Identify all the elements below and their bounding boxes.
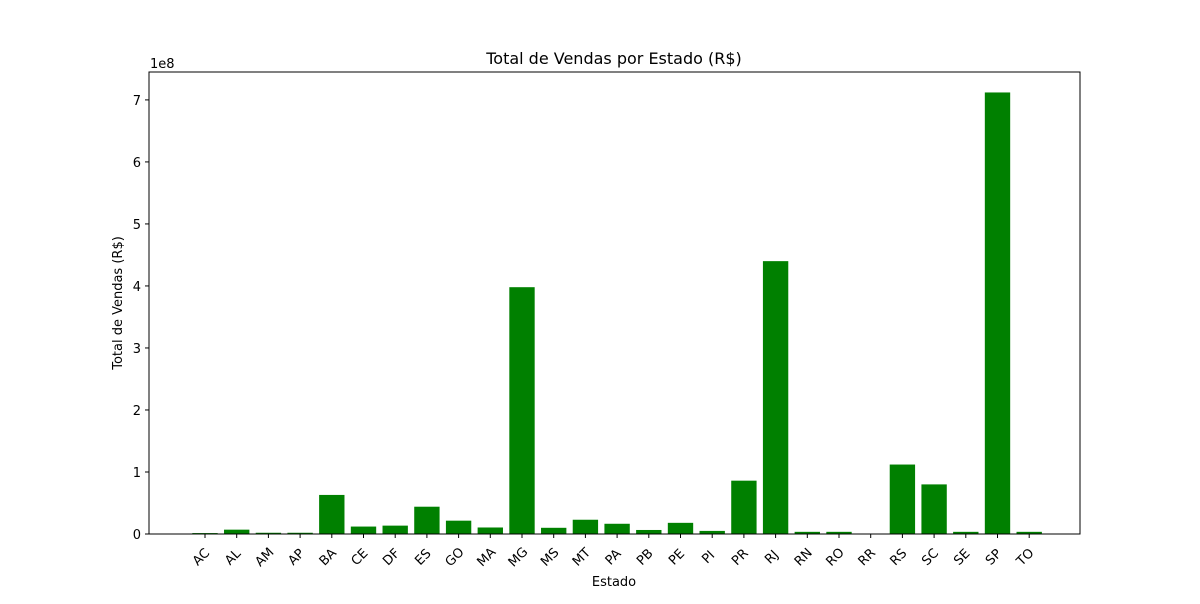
y-tick-label: 3 [133, 342, 141, 357]
bar-pb [636, 530, 661, 534]
x-tick-label: RN [792, 546, 816, 570]
y-tick-label: 5 [133, 218, 141, 233]
bar-al [224, 530, 249, 534]
y-axis-label: Total de Vendas (R$) [111, 236, 126, 371]
x-tick-label: AC [190, 546, 213, 569]
bar-pe [668, 523, 693, 534]
y-tick-label: 4 [133, 280, 141, 295]
bar-rj [763, 261, 788, 534]
x-tick-label: SP [983, 546, 1005, 568]
chart-title: Total de Vendas por Estado (R$) [485, 49, 742, 68]
plot-frame [149, 72, 1080, 534]
x-tick-label: PE [666, 547, 688, 569]
x-tick-label: MS [538, 545, 562, 569]
bar-rs [890, 465, 915, 534]
x-tick-label: PR [729, 546, 752, 569]
x-tick-label: CE [349, 546, 372, 569]
bar-mg [509, 287, 534, 534]
bar-ms [541, 528, 566, 534]
bar-ce [351, 527, 376, 534]
x-tick-label: PA [603, 547, 625, 569]
x-axis-label: Estado [592, 575, 636, 590]
x-tick-label: AP [285, 546, 308, 569]
x-tick-label: ES [412, 546, 434, 568]
y-axis-offset-label: 1e8 [150, 57, 175, 72]
bar-go [446, 521, 471, 534]
bar-pa [604, 524, 629, 534]
x-tick-label: AM [253, 545, 278, 570]
bar-ba [319, 495, 344, 534]
bar-sc [921, 484, 946, 534]
x-tick-label: SE [951, 546, 973, 568]
x-tick-label: RS [888, 546, 911, 569]
x-tick-label: MA [474, 545, 499, 570]
bar-pr [731, 481, 756, 534]
x-tick-label: AL [222, 546, 245, 569]
bar-ma [478, 527, 503, 534]
bars-layer [192, 92, 1042, 534]
x-tick-label: RO [823, 545, 847, 569]
x-tick-label: SC [919, 546, 942, 569]
x-tick-label: TO [1013, 546, 1037, 570]
y-tick-label: 6 [133, 156, 141, 171]
bar-sp [985, 92, 1010, 534]
x-tick-label: GO [443, 545, 468, 570]
bar-mt [573, 520, 598, 534]
bar-es [414, 507, 439, 534]
x-tick-label: MG [506, 545, 532, 571]
x-tick-label: PB [634, 546, 656, 568]
x-tick-label: DF [380, 546, 403, 569]
x-tick-label: PI [699, 548, 718, 567]
bar-df [383, 526, 408, 534]
y-tick-label: 1 [133, 466, 141, 481]
y-tick-label: 0 [133, 528, 141, 543]
x-tick-label: MT [570, 545, 594, 569]
x-tick-label: RJ [762, 548, 782, 568]
x-tick-label: RR [856, 546, 879, 569]
x-tick-label: BA [317, 546, 340, 569]
y-tick-label: 2 [133, 404, 141, 419]
y-tick-label: 7 [133, 94, 141, 109]
